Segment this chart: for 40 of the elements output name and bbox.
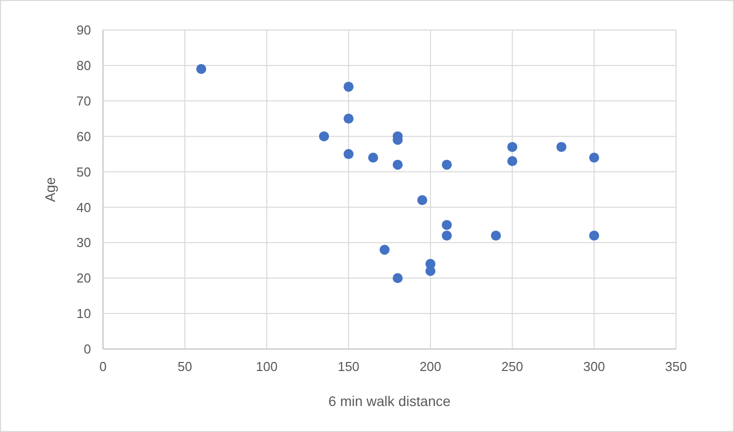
point [417, 195, 428, 206]
x-tick-label: 350 [665, 359, 687, 374]
y-tick-label: 70 [76, 93, 91, 108]
point [196, 64, 206, 74]
point [380, 244, 390, 255]
x-tick-label: 250 [501, 359, 524, 374]
point [425, 266, 436, 276]
x-tick-label: 150 [338, 359, 360, 374]
point [344, 149, 354, 160]
y-tick-label: 40 [76, 200, 91, 215]
y-axis-title: Age [42, 176, 58, 202]
point [319, 131, 330, 142]
point [507, 142, 518, 152]
point [392, 160, 403, 170]
y-tick-label: 90 [76, 22, 91, 38]
point [442, 230, 452, 241]
y-tick-label: 0 [84, 342, 91, 357]
x-tick-label: 0 [99, 359, 107, 374]
point [556, 142, 566, 152]
point [442, 160, 452, 170]
point [368, 152, 378, 163]
x-tick-label: 50 [178, 359, 192, 374]
point [442, 220, 452, 230]
x-axis-title: 6 min walk distance [328, 393, 451, 409]
point [490, 230, 501, 241]
y-tick-label: 50 [76, 164, 91, 180]
x-tick-label: 300 [583, 359, 605, 374]
point [589, 230, 600, 241]
y-tick-label: 80 [76, 58, 91, 73]
point [392, 273, 403, 284]
y-tick-label: 30 [76, 235, 91, 250]
point [344, 82, 354, 92]
point [589, 152, 600, 163]
x-tick-label: 100 [256, 359, 278, 374]
y-tick-label: 20 [76, 270, 91, 286]
x-tick-label: 200 [420, 359, 442, 374]
point [344, 114, 354, 124]
y-tick-label: 10 [76, 306, 91, 322]
y-tick-label: 60 [76, 128, 91, 144]
point [507, 156, 518, 166]
